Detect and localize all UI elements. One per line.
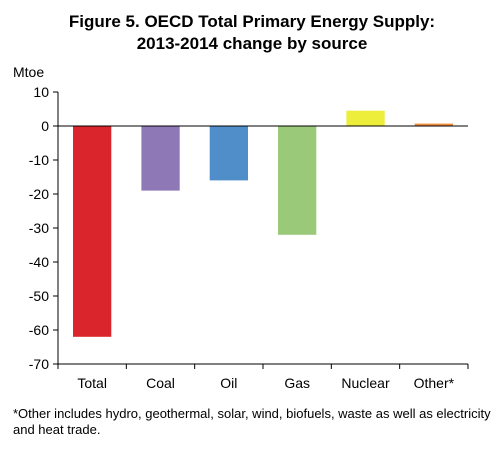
y-tick-label: -10	[29, 152, 49, 168]
bar-coal	[141, 126, 180, 191]
footnote: *Other includes hydro, geothermal, solar…	[13, 406, 491, 437]
bar-nuclear	[346, 110, 385, 126]
bar-total	[73, 126, 112, 337]
y-tick-label: 0	[41, 118, 49, 134]
y-tick-label: -60	[29, 322, 49, 338]
y-tick-label: -30	[29, 220, 49, 236]
x-category-label: Total	[77, 375, 107, 391]
y-tick-label: -20	[29, 186, 49, 202]
chart-title-line-2: 2013-2014 change by source	[136, 34, 368, 53]
bar-gas	[278, 126, 317, 235]
bar-chart: 10 0 -10 -20 -30 -40 -50 -60 -70 Total Coal Oil Gas…	[29, 84, 469, 391]
x-category-label: Coal	[146, 375, 175, 391]
y-tick-label: -70	[29, 356, 49, 372]
y-tick-label: 10	[33, 84, 49, 100]
y-tick-label: -50	[29, 288, 49, 304]
y-tick-label: -40	[29, 254, 49, 270]
x-category-label: Oil	[220, 375, 237, 391]
x-category-label: Other*	[414, 375, 455, 391]
bar-oil	[209, 126, 248, 181]
x-category-label: Gas	[284, 375, 310, 391]
bar-other	[414, 123, 453, 126]
x-category-label: Nuclear	[341, 375, 390, 391]
y-axis-unit-label: Mtoe	[13, 64, 45, 80]
chart-title-line-1: Figure 5. OECD Total Primary Energy Supp…	[68, 12, 436, 31]
